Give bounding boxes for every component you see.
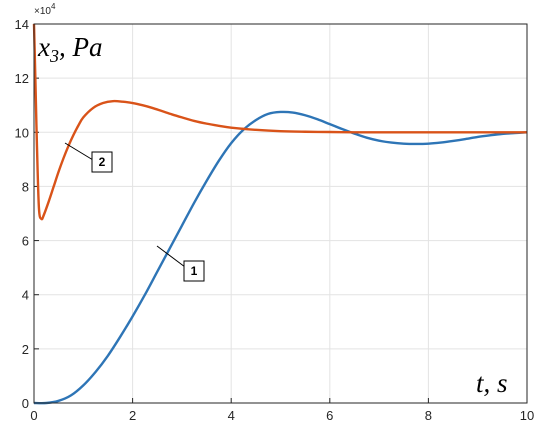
x-tick-labels: 0 2 4 6 8 10 [30, 408, 534, 423]
y-exponent-label: ×104 [34, 2, 56, 17]
series-2-label: 2 [99, 155, 106, 169]
plot-area [34, 24, 527, 403]
x-tick-label: 2 [129, 408, 136, 423]
y-tick-label: 6 [22, 234, 29, 249]
x-tick-label: 10 [520, 408, 534, 423]
x-tick-label: 4 [228, 408, 235, 423]
y-tick-label: 0 [22, 396, 29, 411]
y-tick-label: 10 [15, 125, 29, 140]
series-2-annotation: 2 [64, 142, 113, 173]
plot-frame [33, 23, 528, 404]
x-tick-label: 6 [326, 408, 333, 423]
x-tick-label: 8 [425, 408, 432, 423]
series-1-leader-line [156, 245, 186, 268]
series-1-label: 1 [191, 264, 198, 278]
x-tick-label: 0 [30, 408, 37, 423]
y-tick-label: 14 [15, 17, 29, 32]
series-1-annotation: 1 [156, 245, 205, 282]
series-2-line [32, 23, 527, 221]
y-tick-label: 2 [22, 342, 29, 357]
series-2-label-box [91, 151, 113, 173]
y-tick-labels: 0 2 4 6 8 10 12 14 [15, 17, 29, 411]
series-1-line [33, 110, 528, 405]
series-2-leader-line [64, 142, 94, 161]
y-tick-label: 12 [15, 71, 29, 86]
y-tick-label: 8 [22, 179, 29, 194]
y-axis-title: x3, Pa [37, 32, 102, 66]
series-lines [32, 23, 528, 405]
y-tick-label: 4 [22, 288, 29, 303]
series-1-label-box [183, 260, 205, 282]
x-axis-title: t, s [476, 368, 508, 398]
